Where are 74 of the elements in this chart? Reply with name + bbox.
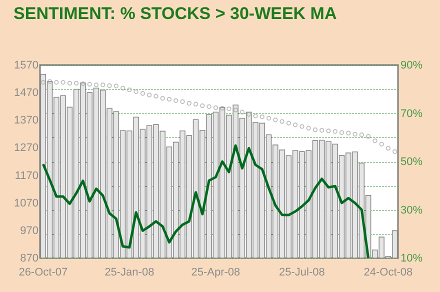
point — [379, 142, 384, 146]
point — [300, 124, 304, 129]
point — [173, 98, 178, 103]
point — [160, 96, 165, 101]
point — [386, 146, 391, 151]
y2-tick-label: 30% — [400, 204, 423, 216]
y2-tick-label: 10% — [400, 252, 423, 264]
point — [292, 122, 298, 128]
point — [220, 106, 225, 111]
y-tick-label: 1270 — [14, 142, 38, 154]
point — [87, 82, 92, 87]
point — [193, 102, 198, 107]
x-tick-label: 25-Jul-08 — [279, 266, 325, 278]
y-tick-label: 1470 — [14, 87, 38, 100]
point — [80, 81, 86, 86]
x-tick-label: 24-Oct-08 — [364, 266, 413, 278]
point — [74, 80, 79, 86]
point — [40, 80, 46, 85]
point — [280, 119, 284, 124]
line-series — [42, 144, 370, 260]
point — [127, 87, 132, 92]
point — [266, 116, 272, 121]
point — [240, 110, 245, 115]
x-tick-label: 26-Oct-07 — [18, 266, 68, 278]
point — [319, 128, 324, 133]
y-tick-label: 1170 — [14, 170, 38, 182]
point — [94, 82, 99, 88]
point — [54, 80, 59, 85]
point — [140, 91, 146, 96]
point — [166, 96, 172, 102]
point — [253, 114, 258, 118]
point — [233, 108, 238, 112]
point — [359, 132, 364, 138]
y-tick-label: 970 — [20, 224, 38, 237]
point — [146, 92, 152, 98]
point — [286, 120, 292, 126]
point — [47, 79, 52, 84]
point — [213, 105, 218, 110]
point — [200, 103, 205, 108]
y-tick-label: 870 — [20, 252, 38, 264]
x-tick-label: 25-Jan-08 — [104, 266, 154, 278]
point — [352, 132, 358, 137]
point — [120, 86, 126, 91]
point — [186, 100, 192, 106]
point — [114, 84, 119, 88]
y2-tick-label: 90% — [400, 60, 423, 72]
point — [326, 128, 331, 134]
point — [273, 118, 278, 122]
point — [100, 82, 106, 88]
y2-tick-label: 50% — [400, 156, 423, 168]
point — [346, 130, 351, 136]
point — [260, 114, 265, 120]
point — [154, 94, 158, 99]
y-tick-label: 1370 — [14, 114, 38, 127]
point — [339, 130, 344, 135]
point — [180, 99, 185, 104]
y2-tick-label: 70% — [400, 108, 423, 120]
point — [107, 83, 112, 88]
y-tick-label: 1570 — [14, 60, 38, 72]
point — [206, 104, 212, 109]
point — [134, 89, 138, 94]
point — [60, 80, 66, 85]
point — [332, 129, 338, 134]
x-tick-label: 25-Apr-08 — [191, 266, 240, 278]
point — [226, 106, 232, 112]
point — [372, 138, 378, 144]
chart-title: SENTIMENT: % STOCKS > 30-WEEK MA — [14, 4, 337, 23]
point — [366, 134, 371, 139]
point — [306, 126, 311, 131]
y-tick-label: 1070 — [14, 197, 38, 210]
point — [392, 149, 398, 154]
point — [312, 127, 318, 132]
point — [67, 80, 72, 86]
point — [246, 112, 252, 117]
